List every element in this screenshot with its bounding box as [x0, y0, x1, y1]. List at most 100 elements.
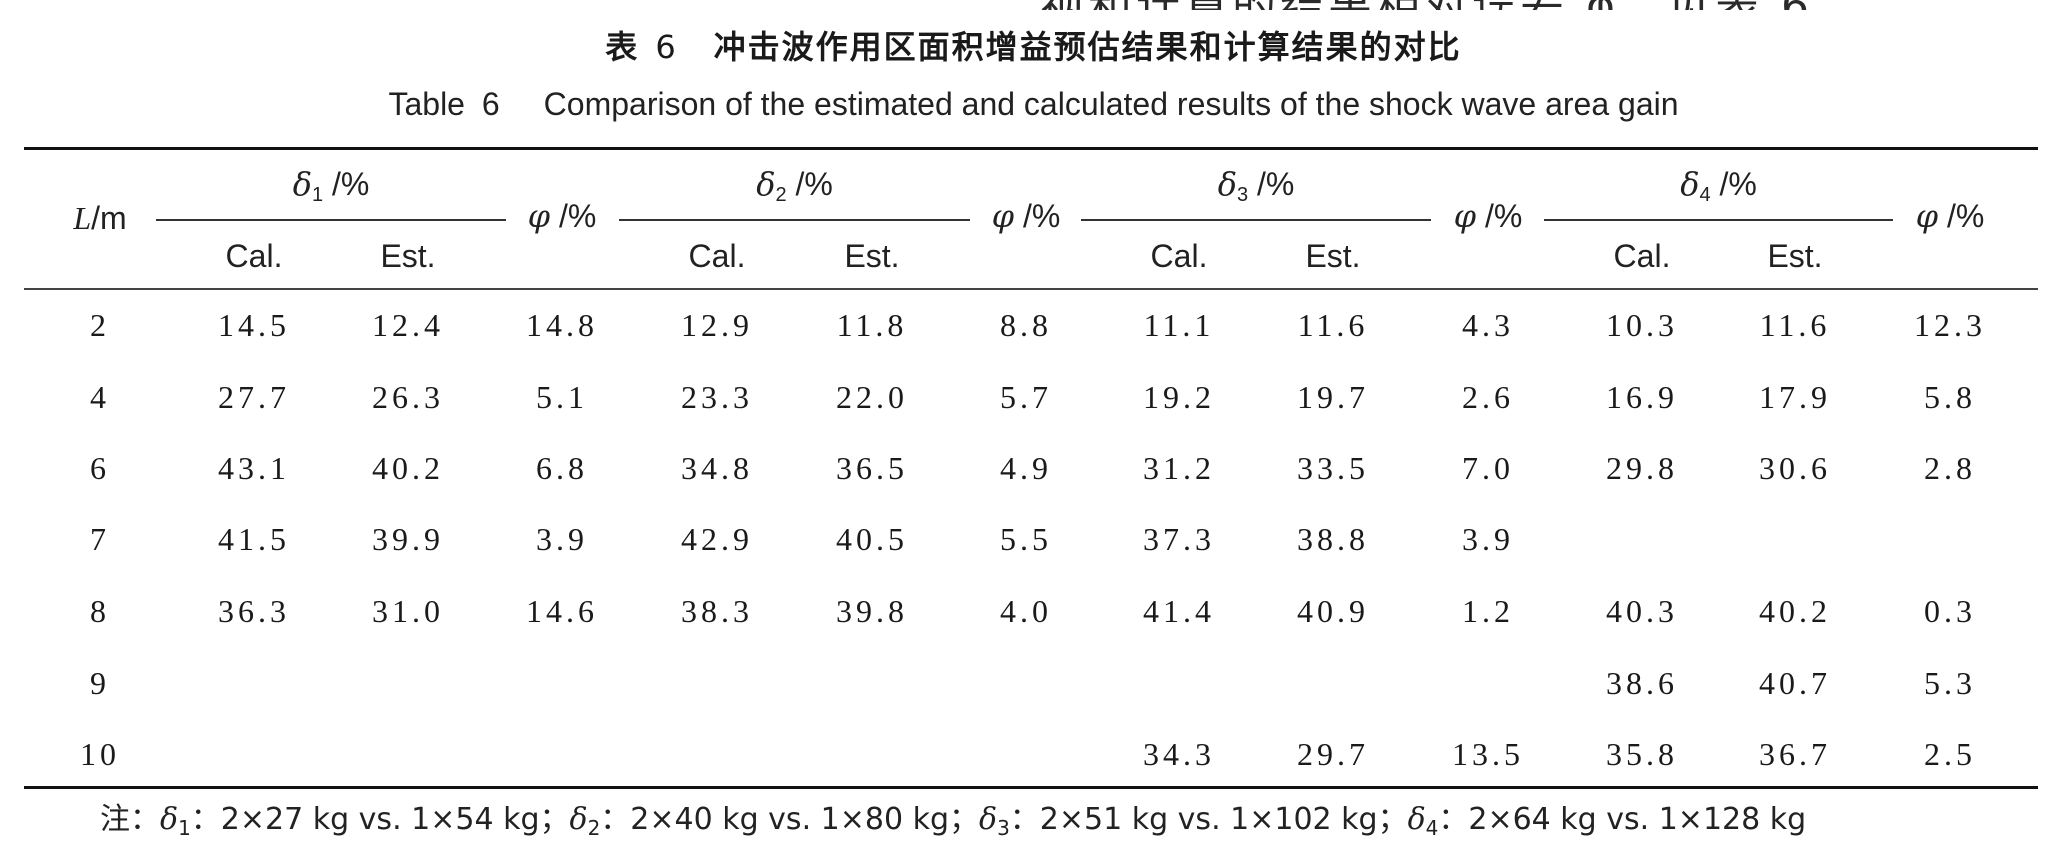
- group-rule-delta-4: [1544, 219, 1893, 221]
- note-item-2: δ2：2×40 kg vs. 1×80 kg；: [569, 802, 980, 840]
- table-caption-english: Table 6 Comparison of the estimated and c…: [0, 86, 2067, 123]
- table-cell: 40.9: [1297, 593, 1369, 629]
- header-est: Est.: [1305, 238, 1361, 274]
- table-cell: 4.0: [1000, 593, 1052, 629]
- caption-label-cn: 表: [605, 28, 640, 66]
- table-cell: 5.3: [1924, 665, 1976, 701]
- table-cell: 30.6: [1759, 450, 1831, 486]
- row-label: 7: [90, 521, 110, 557]
- table-cell: 19.7: [1297, 379, 1369, 415]
- table-cell: 27.7: [218, 379, 290, 415]
- table-cell: 29.7: [1297, 736, 1369, 772]
- table-cell: 2.5: [1924, 736, 1976, 772]
- table-top-rule: [24, 147, 2038, 150]
- table-cell: 33.5: [1297, 450, 1369, 486]
- header-phi: φ /%: [991, 197, 1061, 235]
- table-cell: 4.9: [1000, 450, 1052, 486]
- row-label: 4: [90, 379, 110, 415]
- table-cell: 36.3: [218, 593, 290, 629]
- header-phi: φ /%: [1915, 197, 1985, 235]
- header-delta-2: δ2 /%: [756, 165, 833, 206]
- header-est: Est.: [844, 238, 900, 274]
- table-cell: 34.8: [681, 450, 753, 486]
- table-cell: 41.4: [1143, 593, 1215, 629]
- row-label: 9: [90, 665, 110, 701]
- table-cell: 11.6: [1759, 307, 1831, 343]
- table-cell: 38.8: [1297, 521, 1369, 557]
- table-cell: 12.9: [681, 307, 753, 343]
- table-cell: 31.0: [372, 593, 444, 629]
- table-cell: 41.5: [218, 521, 290, 557]
- group-rule-delta-1: [156, 219, 506, 221]
- table-cell: 12.3: [1914, 307, 1986, 343]
- table-cell: 22.0: [836, 379, 908, 415]
- previous-page-text-fragment: 视和计算的结果相对误差 φ，见表 6。: [1040, 0, 1940, 10]
- group-rule-delta-3: [1081, 219, 1431, 221]
- table-caption-chinese: 表 6 冲击波作用区面积增益预估结果和计算结果的对比: [0, 22, 2067, 68]
- header-cal: Cal.: [1613, 238, 1671, 274]
- note-label: 注：: [100, 802, 160, 837]
- table-cell: 37.3: [1143, 521, 1215, 557]
- table-cell: 35.8: [1606, 736, 1678, 772]
- table-cell: 0.3: [1924, 593, 1976, 629]
- row-label: 8: [90, 593, 110, 629]
- table-cell: 40.5: [836, 521, 908, 557]
- table-cell: 26.3: [372, 379, 444, 415]
- row-label: 10: [80, 736, 120, 772]
- table-cell: 19.2: [1143, 379, 1215, 415]
- table-cell: 5.5: [1000, 521, 1052, 557]
- header-phi: φ /%: [1453, 197, 1523, 235]
- table-cell: 17.9: [1759, 379, 1831, 415]
- table-cell: 6.8: [536, 450, 588, 486]
- table-cell: 23.3: [681, 379, 753, 415]
- header-delta-4: δ4 /%: [1680, 165, 1757, 206]
- table-cell: 34.3: [1143, 736, 1215, 772]
- table-cell: 5.7: [1000, 379, 1052, 415]
- table-cell: 31.2: [1143, 450, 1215, 486]
- table-cell: 40.2: [372, 450, 444, 486]
- table-cell: 1.2: [1462, 593, 1514, 629]
- table-note: 注：δ1：2×27 kg vs. 1×54 kg；δ2：2×40 kg vs. …: [100, 794, 1806, 840]
- table-cell: 3.9: [536, 521, 588, 557]
- table-cell: 5.1: [536, 379, 588, 415]
- table-cell: 40.3: [1606, 593, 1678, 629]
- table-cell: 39.9: [372, 521, 444, 557]
- table-cell: 2.8: [1924, 450, 1976, 486]
- table-bottom-rule: [24, 786, 2038, 789]
- header-phi: φ /%: [527, 197, 597, 235]
- table-cell: 11.8: [836, 307, 908, 343]
- table-cell: 8.8: [1000, 307, 1052, 343]
- row-label: 2: [90, 307, 110, 343]
- caption-title-cn: 冲击波作用区面积增益预估结果和计算结果的对比: [713, 28, 1462, 66]
- header-cal: Cal.: [1150, 238, 1208, 274]
- header-est: Est.: [1767, 238, 1823, 274]
- table-cell: 13.5: [1452, 736, 1524, 772]
- table-cell: 38.3: [681, 593, 753, 629]
- table-cell: 36.5: [836, 450, 908, 486]
- table-cell: 7.0: [1462, 450, 1514, 486]
- table-cell: 43.1: [218, 450, 290, 486]
- caption-title-en: Comparison of the estimated and calculat…: [543, 86, 1679, 122]
- table-cell: 40.2: [1759, 593, 1831, 629]
- caption-number-en: 6: [481, 86, 500, 122]
- table-cell: 40.7: [1759, 665, 1831, 701]
- table-cell: 29.8: [1606, 450, 1678, 486]
- caption-number-cn: 6: [655, 28, 678, 66]
- header-delta-3: δ3 /%: [1217, 165, 1295, 206]
- table-cell: 4.3: [1462, 307, 1514, 343]
- header-L-m: L/m: [73, 200, 127, 236]
- table-cell: 16.9: [1606, 379, 1678, 415]
- table-cell: 10.3: [1606, 307, 1678, 343]
- table-cell: 42.9: [681, 521, 753, 557]
- caption-label-en: Table: [388, 86, 465, 122]
- header-delta-1: δ1 /%: [292, 165, 370, 206]
- table-cell: 12.4: [372, 307, 444, 343]
- header-cal: Cal.: [688, 238, 746, 274]
- table-header-rule: [24, 288, 2038, 290]
- table-cell: 36.7: [1759, 736, 1831, 772]
- table-cell: 3.9: [1462, 521, 1514, 557]
- table-cell: 38.6: [1606, 665, 1678, 701]
- header-est: Est.: [380, 238, 436, 274]
- table-cell: 5.8: [1924, 379, 1976, 415]
- table-cell: 2.6: [1462, 379, 1514, 415]
